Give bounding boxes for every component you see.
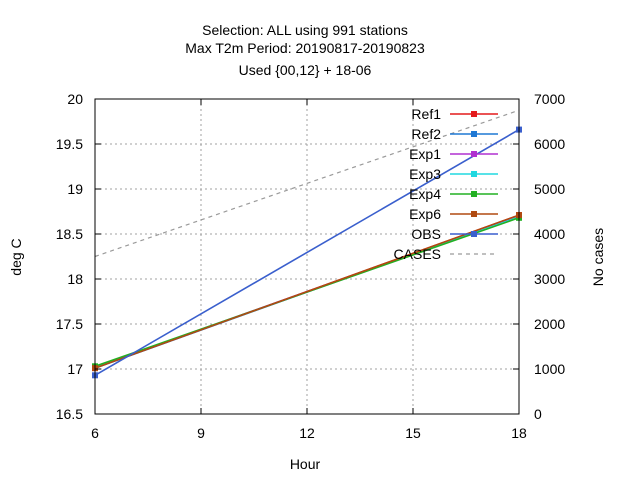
legend-marker-exp1 [471,151,477,157]
y-axis-label: deg C [8,238,24,275]
legend-marker-ref1 [471,111,477,117]
y-tick-label: 18.5 [56,226,83,242]
y-tick-label: 18 [67,271,83,287]
y2-tick-label: 7000 [534,91,565,107]
y2-tick-label: 3000 [534,271,565,287]
x-tick-label: 15 [405,425,421,441]
y2-tick-label: 2000 [534,316,565,332]
plot-frame [94,98,520,415]
x-tick-label: 18 [511,425,527,441]
y-tick-label: 17 [67,361,83,377]
legend-marker-obs [471,231,477,237]
legend-label-exp6: Exp6 [409,206,441,222]
y-tick-label: 20 [67,91,83,107]
legend-label-ref2: Ref2 [411,126,441,142]
y-tick-label: 16.5 [56,406,83,422]
legend-label-obs: OBS [411,226,441,242]
legend-label-exp3: Exp3 [409,166,441,182]
series-line-obs [94,128,520,376]
legend-marker-exp4 [471,191,477,197]
ticks: 6 9 12 15 18 16.5 17 17.5 18 18.5 19 19.5 20 0 1000 200… [56,91,566,441]
legend-marker-exp6 [471,211,477,217]
y-tick-label: 19.5 [56,136,83,152]
legend-label-exp1: Exp1 [409,146,441,162]
legend-marker-exp3 [471,171,477,177]
chart-title-line-3: Used {00,12} + 18-06 [239,62,372,78]
legend-label-cases: CASES [394,246,441,262]
chart-title-line-1: Selection: ALL using 991 stations [202,22,408,38]
x-tick-label: 12 [299,425,315,441]
legend-marker-ref2 [471,131,477,137]
legend-label-exp4: Exp4 [409,186,441,202]
x-tick-label: 6 [91,425,99,441]
series-line-cases [94,109,520,258]
y-tick-label: 17.5 [56,316,83,332]
legend-label-ref1: Ref1 [411,106,441,122]
series-line-exp6 [94,214,520,369]
y2-tick-label: 1000 [534,361,565,377]
y-tick-label: 19 [67,181,83,197]
y2-tick-label: 5000 [534,181,565,197]
legend: Ref1 Ref2 Exp1 Exp3 Exp4 Exp6 OBS CASES [394,106,498,262]
y2-axis-label: No cases [590,228,606,286]
x-tick-label: 9 [197,425,205,441]
y2-tick-label: 0 [534,406,542,422]
y2-tick-label: 6000 [534,136,565,152]
y2-tick-label: 4000 [534,226,565,242]
grid [95,99,519,414]
x-axis-label: Hour [290,456,321,472]
chart-title-line-2: Max T2m Period: 20190817-20190823 [185,40,425,56]
